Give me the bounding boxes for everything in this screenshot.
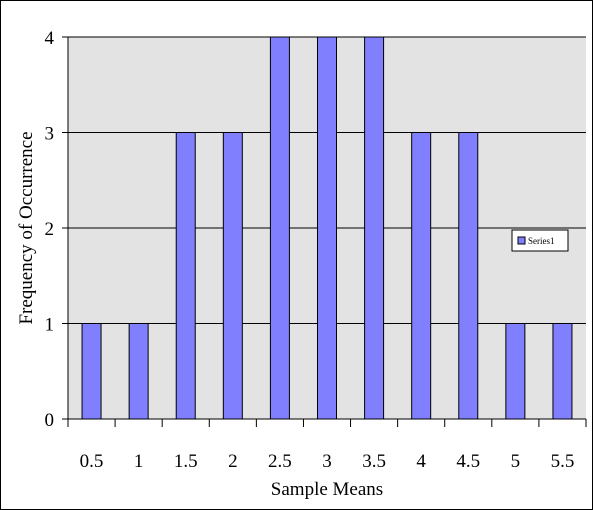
y-tick-labels: 0 1 2 3 4 bbox=[45, 28, 68, 431]
legend-box bbox=[511, 229, 569, 252]
x-tick-label: 3.5 bbox=[362, 451, 386, 472]
bar-2.5 bbox=[269, 36, 290, 420]
y-tick-label: 0 bbox=[45, 410, 55, 431]
bar-5.5 bbox=[552, 323, 573, 420]
bar-4.5 bbox=[458, 132, 479, 420]
x-tick-label: 3 bbox=[322, 451, 332, 472]
x-tick-label: 2 bbox=[228, 451, 238, 472]
x-tick-label: 1 bbox=[134, 451, 144, 472]
y-tick-label: 3 bbox=[45, 124, 55, 145]
y-tick-label: 2 bbox=[45, 219, 55, 240]
bar-5 bbox=[505, 323, 526, 420]
bar-1.5 bbox=[175, 132, 196, 420]
x-axis-title: Sample Means bbox=[271, 479, 383, 500]
x-tick-label: 2.5 bbox=[268, 451, 292, 472]
x-tick-label: 5.5 bbox=[551, 451, 575, 472]
bar-4 bbox=[411, 132, 432, 420]
x-tick-label: 5 bbox=[511, 451, 521, 472]
y-tick-label: 4 bbox=[45, 28, 55, 49]
x-tick-labels: 0.5 1 1.5 2 2.5 3 3.5 4 4.5 5 5.5 bbox=[67, 419, 587, 472]
x-tick-label: 4 bbox=[416, 451, 426, 472]
bar-3.5 bbox=[364, 36, 385, 420]
bar-3 bbox=[317, 36, 337, 420]
y-axis-title: Frequency of Occurrence bbox=[16, 131, 37, 324]
y-tick-label: 1 bbox=[45, 315, 55, 336]
x-tick-label: 0.5 bbox=[80, 451, 104, 472]
bar-1 bbox=[128, 323, 149, 420]
x-tick-label: 1.5 bbox=[174, 451, 198, 472]
legend-swatch bbox=[517, 236, 526, 245]
bar-0.5 bbox=[81, 323, 102, 420]
legend: Series1 bbox=[511, 229, 569, 252]
bar-2 bbox=[222, 132, 243, 420]
legend-label: Series1 bbox=[528, 236, 555, 246]
bars bbox=[81, 36, 573, 420]
x-tick-label: 4.5 bbox=[456, 451, 480, 472]
